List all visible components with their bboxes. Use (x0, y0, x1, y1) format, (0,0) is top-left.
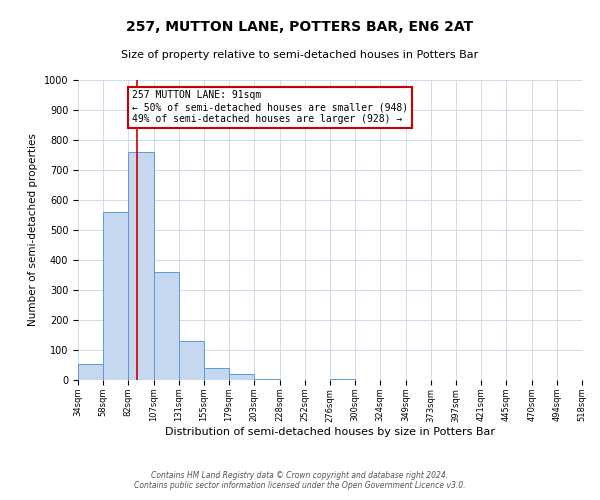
Text: Size of property relative to semi-detached houses in Potters Bar: Size of property relative to semi-detach… (121, 50, 479, 60)
Bar (78, 364, 103, 380)
Text: Contains HM Land Registry data © Crown copyright and database right 2024.
Contai: Contains HM Land Registry data © Crown c… (134, 470, 466, 490)
X-axis label: Distribution of semi-detached houses by size in Potters Bar: Distribution of semi-detached houses by … (165, 427, 495, 437)
Y-axis label: Number of semi-detached properties: Number of semi-detached properties (28, 134, 38, 326)
Bar (204, 368, 229, 380)
Text: 257, MUTTON LANE, POTTERS BAR, EN6 2AT: 257, MUTTON LANE, POTTERS BAR, EN6 2AT (127, 20, 473, 34)
Bar (103, 212, 128, 380)
Bar (179, 341, 204, 380)
Bar (254, 378, 280, 380)
Bar (229, 374, 254, 380)
Bar (330, 378, 355, 380)
Text: 257 MUTTON LANE: 91sqm
← 50% of semi-detached houses are smaller (948)
49% of se: 257 MUTTON LANE: 91sqm ← 50% of semi-det… (132, 90, 408, 124)
Bar (128, 152, 154, 380)
Bar (154, 272, 179, 380)
